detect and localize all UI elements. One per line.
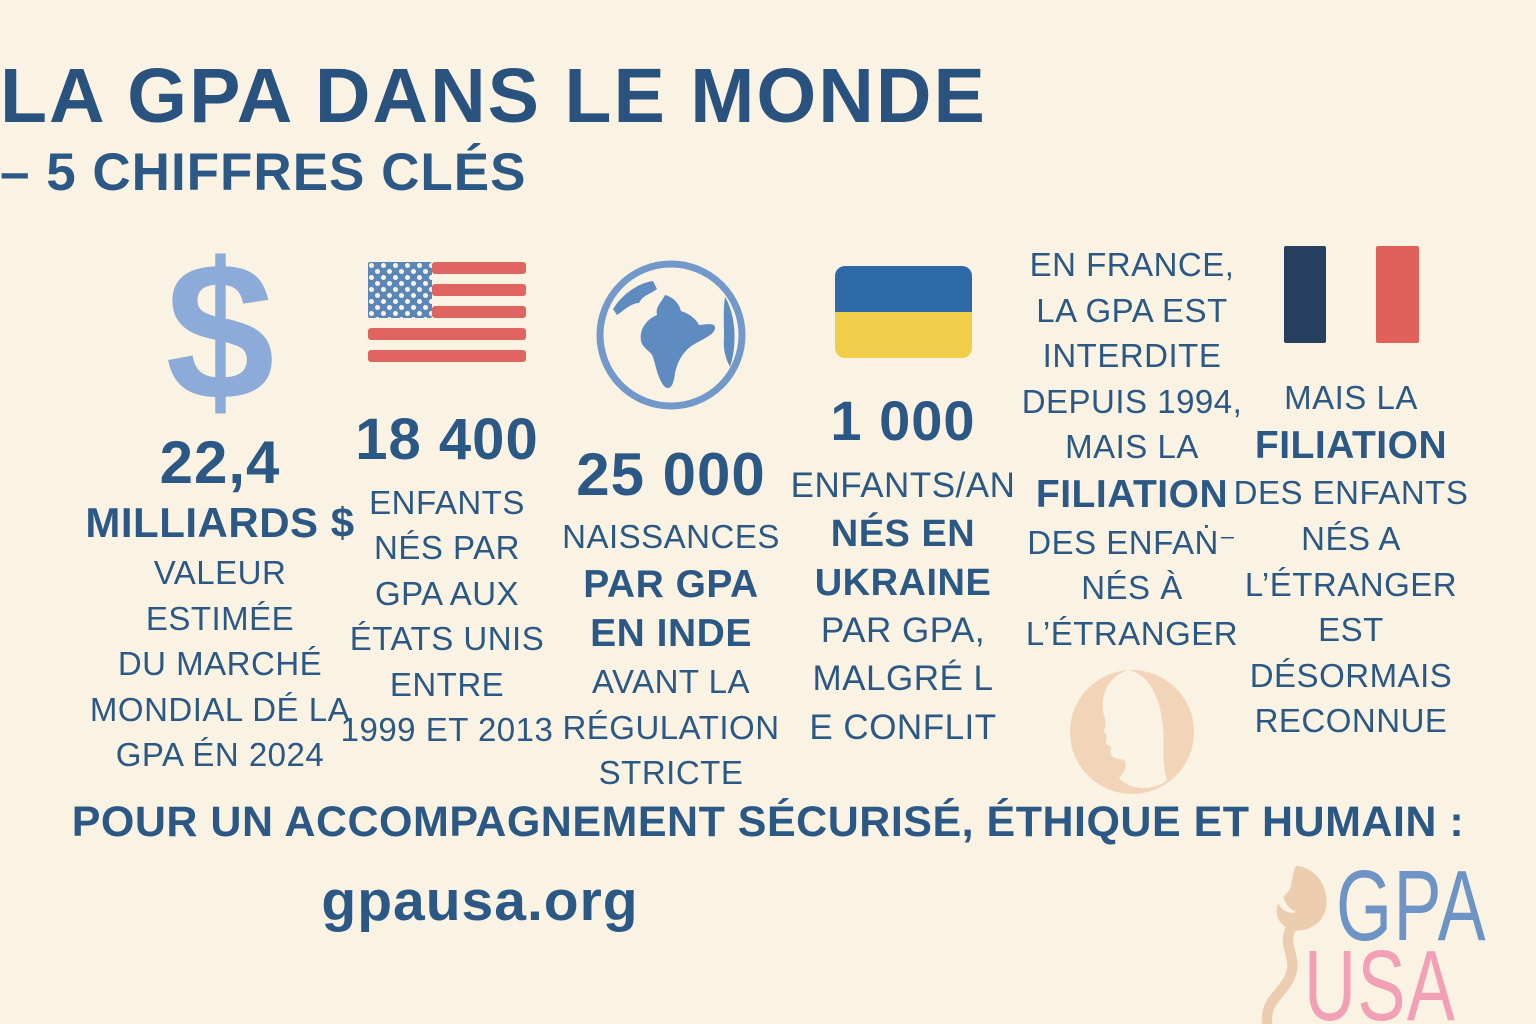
stat-value: 22,4	[159, 429, 281, 497]
stat-line: PAR GPA	[583, 562, 759, 606]
stat-line: PAR GPA,	[820, 611, 986, 651]
stat-line: NÉS A	[1301, 519, 1401, 557]
stat-filiation: MAIS LA FILIATION DES ENFANTS NÉS A L’ÉT…	[1232, 246, 1470, 744]
logo-text-gpa: GPA	[1336, 850, 1488, 962]
stat-line: MAIS LA	[1284, 379, 1418, 416]
stat-usa: 18 400 ENFANTS NÉS PAR GPA AUX ÉTATS UNI…	[338, 262, 556, 753]
page-title: LA GPA DANS LE MONDE	[0, 53, 987, 139]
stat-line: FILIATION	[1254, 423, 1448, 467]
stat-line: MALGRÉ L	[812, 659, 994, 699]
stat-line: LA GPA EST	[1036, 291, 1228, 329]
stat-line: EN FRANCE,	[1029, 246, 1235, 283]
stat-line: E CONFLIT	[809, 707, 997, 747]
stat-line: ENFANTS/AN	[790, 465, 1016, 505]
person-silhouette-icon	[1066, 666, 1198, 807]
stat-line: GPA AUX	[374, 574, 520, 612]
stat-line: ENFANTS	[369, 483, 525, 521]
stat-line: 1999 ET 2013	[340, 711, 554, 749]
stat-line: DÉSORMAIS	[1249, 656, 1453, 694]
page-subtitle: – 5 CHIFFRES CLÉS	[0, 143, 527, 202]
ukraine-flag-icon	[834, 266, 972, 358]
sperm-icon	[1261, 865, 1327, 1024]
stat-line: DU MARCHÉ	[117, 645, 323, 683]
stat-line: NÉS PAR	[374, 529, 520, 567]
stat-value: 25 000	[576, 441, 766, 508]
stat-line: NÉS EN	[830, 512, 976, 555]
france-flag-red-bar	[1375, 246, 1419, 343]
stat-line: ÉTATS UNIS	[349, 620, 545, 658]
stat-line: INTERDITE	[1042, 337, 1222, 375]
stat-line: DES ENFANTS	[1233, 474, 1469, 512]
stat-line: VALEUR ESTIMÉE	[145, 554, 295, 637]
stat-line: RÉGULATION	[562, 708, 780, 746]
logo-text-usa: USA	[1304, 930, 1457, 1024]
stat-line: DES ENFAṄ⁻	[1027, 523, 1237, 561]
stat-line: STRICTE	[598, 754, 744, 792]
stat-line: DEPUIS 1994,	[1021, 382, 1243, 420]
footer-tagline: POUR UN ACCOMPAGNEMENT SÉCURISÉ, ÉTHIQUE…	[71, 798, 1465, 846]
stat-france-law: EN FRANCE, LA GPA EST INTERDITE DEPUIS 1…	[1012, 242, 1252, 807]
stat-line: ENTRE	[389, 665, 505, 703]
stat-line: MAIS LA	[1065, 428, 1199, 466]
stat-value: 1 000	[830, 389, 976, 452]
dollar-icon: $	[165, 222, 275, 441]
stat-market-value: $ 22,4 MILLIARDS $ VALEUR ESTIMÉE DU MAR…	[85, 222, 355, 778]
stat-india: 25 000 NAISSANCES PAR GPA EN INDE AVANT …	[556, 256, 786, 796]
gpa-usa-logo: GPA USA	[1236, 840, 1536, 1024]
stat-line: MILLIARDS $	[85, 499, 355, 547]
stat-line: EST	[1318, 611, 1384, 649]
stat-line: NÉS À	[1081, 569, 1183, 607]
france-flag-icon	[1283, 246, 1419, 343]
stat-line: L’ÉTRANGER	[1025, 614, 1239, 652]
stat-value: 18 400	[355, 407, 539, 472]
stat-line: MONDIAL DÉ LA	[89, 690, 351, 728]
globe-india-icon	[596, 260, 746, 410]
stat-ukraine: 1 000 ENFANTS/AN NÉS EN UKRAINE PAR GPA,…	[790, 266, 1016, 752]
stat-line: GPA ÉN 2024	[115, 736, 325, 774]
stat-line: FILIATION	[1035, 472, 1229, 516]
us-flag-icon	[368, 262, 526, 362]
stat-line: AVANT LA	[591, 663, 751, 701]
website-url: gpausa.org	[321, 869, 639, 933]
stat-line: UKRAINE	[814, 561, 992, 604]
stat-line: EN INDE	[590, 612, 752, 656]
stat-line: RECONNUE	[1254, 702, 1448, 740]
france-flag-blue-bar	[1283, 246, 1326, 343]
stat-line: NAISSANCES	[562, 518, 780, 555]
stat-line: L’ÉTRANGER	[1244, 565, 1458, 603]
